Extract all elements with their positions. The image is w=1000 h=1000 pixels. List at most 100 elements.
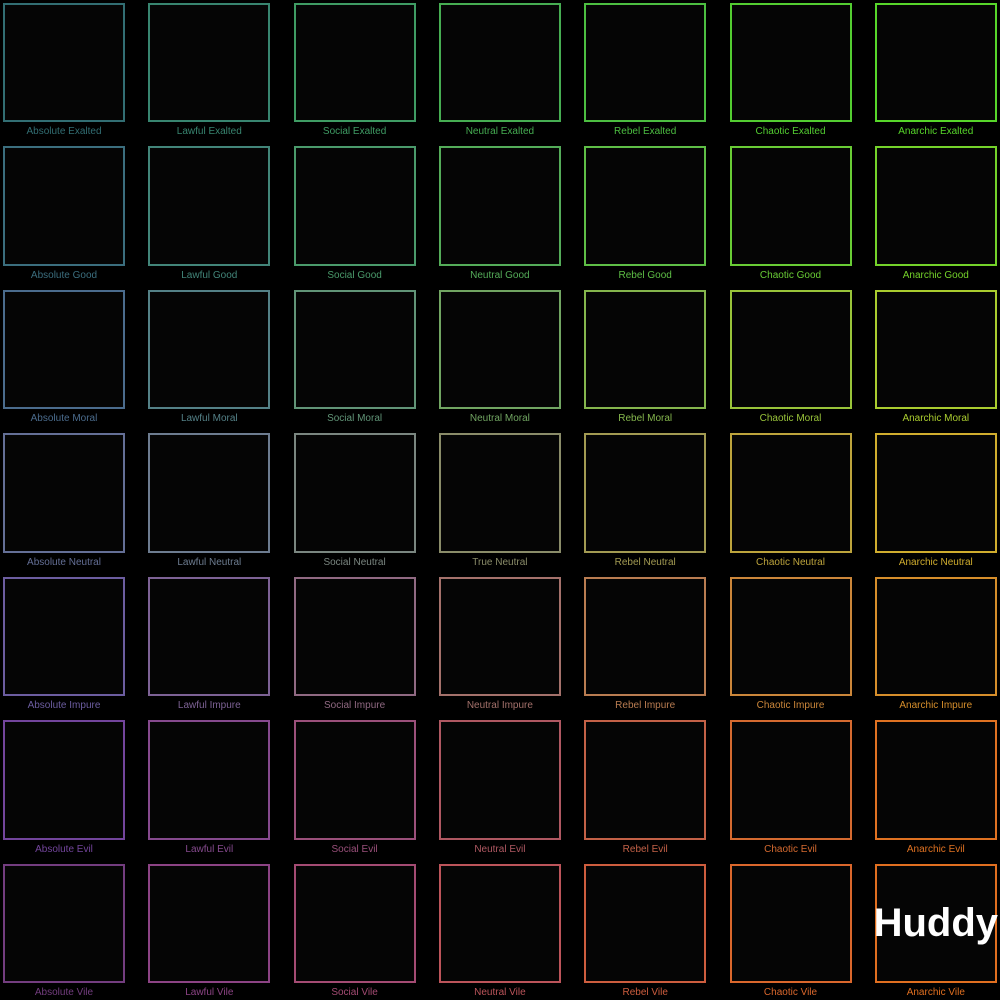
- alignment-box: [148, 576, 271, 697]
- alignment-cell-label: Anarchic Vile: [906, 987, 965, 999]
- alignment-cell-chaotic-vile: Chaotic Vile: [729, 863, 852, 1000]
- alignment-cell-label: Absolute Vile: [34, 987, 94, 999]
- alignment-cell-lawful-evil: Lawful Evil: [148, 720, 271, 864]
- alignment-box: [584, 2, 707, 122]
- alignment-box: [148, 2, 271, 122]
- alignment-cell-chaotic-evil: Chaotic Evil: [729, 720, 852, 864]
- alignment-cell-rebel-good: Rebel Good: [584, 146, 707, 290]
- alignment-cell-label: True Neutral: [472, 556, 528, 568]
- alignment-cell-social-exalted: Social Exalted: [293, 2, 416, 147]
- alignment-cell-absolute-good: Absolute Good: [3, 146, 125, 290]
- alignment-cell-social-good: Social Good: [293, 146, 416, 290]
- alignment-cell-true-neutral: True Neutral: [438, 433, 561, 577]
- alignment-box: [293, 863, 416, 984]
- alignment-box: [584, 863, 707, 984]
- alignment-cell-label: Absolute Moral: [30, 413, 98, 425]
- alignment-cell-label: Rebel Impure: [615, 700, 676, 712]
- alignment-cell-label: Rebel Exalted: [614, 126, 677, 137]
- alignment-box: [3, 289, 125, 410]
- alignment-cell-label: Rebel Neutral: [614, 556, 676, 568]
- alignment-cell-lawful-moral: Lawful Moral: [148, 289, 271, 434]
- alignment-box: [438, 433, 561, 553]
- alignment-box: [438, 146, 561, 266]
- alignment-box: [729, 576, 852, 697]
- alignment-cell-neutral-exalted: Neutral Exalted: [438, 2, 561, 147]
- alignment-cell-label: Anarchic Evil: [906, 843, 965, 855]
- alignment-box: [874, 433, 997, 553]
- alignment-cell-label: Social Exalted: [322, 126, 387, 137]
- alignment-cell-neutral-good: Neutral Good: [438, 146, 561, 290]
- alignment-cell-label: Anarchic Moral: [902, 413, 970, 425]
- alignment-cell-chaotic-moral: Chaotic Moral: [729, 289, 852, 434]
- alignment-box: [584, 576, 707, 697]
- alignment-box: [148, 289, 271, 410]
- alignment-cell-label: Neutral Exalted: [465, 126, 535, 137]
- alignment-cell-chaotic-good: Chaotic Good: [729, 146, 852, 290]
- alignment-cell-social-vile: Social Vile: [293, 863, 416, 1000]
- alignment-box: [148, 720, 271, 840]
- alignment-cell-label: Chaotic Moral: [759, 413, 822, 425]
- alignment-cell-label: Social Neutral: [323, 556, 386, 568]
- alignment-cell-label: Rebel Moral: [618, 413, 673, 425]
- alignment-box: [584, 720, 707, 840]
- alignment-cell-label: Lawful Impure: [177, 700, 241, 712]
- alignment-cell-label: Social Vile: [331, 987, 378, 999]
- alignment-cell-label: Chaotic Good: [759, 269, 822, 281]
- alignment-box: [438, 863, 561, 984]
- alignment-box: [438, 289, 561, 410]
- alignment-cell-label: Rebel Vile: [622, 987, 668, 999]
- alignment-box: [874, 289, 997, 410]
- watermark-text: Huddy: [873, 901, 999, 946]
- alignment-box: [874, 146, 997, 266]
- alignment-cell-social-evil: Social Evil: [293, 720, 416, 864]
- alignment-box: [584, 433, 707, 553]
- alignment-cell-label: Absolute Evil: [35, 843, 93, 855]
- alignment-box: [438, 2, 561, 122]
- alignment-cell-label: Lawful Evil: [185, 843, 234, 855]
- alignment-cell-rebel-vile: Rebel Vile: [584, 863, 707, 1000]
- alignment-cell-rebel-moral: Rebel Moral: [584, 289, 707, 434]
- alignment-box: [438, 720, 561, 840]
- alignment-box: [874, 720, 997, 840]
- alignment-box: [874, 576, 997, 697]
- alignment-cell-neutral-evil: Neutral Evil: [438, 720, 561, 864]
- alignment-box: [3, 576, 125, 697]
- alignment-cell-neutral-vile: Neutral Vile: [438, 863, 561, 1000]
- alignment-box: [293, 146, 416, 266]
- alignment-cell-label: Absolute Exalted: [26, 126, 102, 137]
- alignment-cell-anarchic-exalted: Anarchic Exalted: [874, 2, 997, 147]
- alignment-cell-label: Social Moral: [327, 413, 383, 425]
- alignment-box: [729, 433, 852, 553]
- alignment-cell-anarchic-impure: Anarchic Impure: [874, 576, 997, 721]
- alignment-cell-social-neutral: Social Neutral: [293, 433, 416, 577]
- alignment-box: [3, 146, 125, 266]
- alignment-cell-label: Rebel Evil: [622, 843, 668, 855]
- alignment-cell-label: Neutral Evil: [474, 843, 526, 855]
- alignment-cell-absolute-moral: Absolute Moral: [3, 289, 125, 434]
- alignment-box: [3, 720, 125, 840]
- alignment-cell-anarchic-neutral: Anarchic Neutral: [874, 433, 997, 577]
- alignment-cell-label: Anarchic Good: [902, 269, 969, 281]
- alignment-cell-neutral-impure: Neutral Impure: [438, 576, 561, 721]
- alignment-cell-label: Lawful Moral: [180, 413, 238, 425]
- alignment-cell-anarchic-good: Anarchic Good: [874, 146, 997, 290]
- alignment-cell-label: Chaotic Impure: [756, 700, 825, 712]
- alignment-cell-absolute-neutral: Absolute Neutral: [3, 433, 125, 577]
- alignment-box: [148, 433, 271, 553]
- alignment-cell-label: Neutral Good: [470, 269, 530, 281]
- alignment-box: [729, 720, 852, 840]
- alignment-cell-neutral-moral: Neutral Moral: [438, 289, 561, 434]
- alignment-box: [3, 2, 125, 122]
- alignment-cell-label: Social Evil: [331, 843, 378, 855]
- alignment-box: [3, 863, 125, 984]
- alignment-cell-label: Neutral Vile: [474, 987, 526, 999]
- alignment-cell-label: Lawful Exalted: [176, 126, 242, 137]
- alignment-cell-label: Lawful Good: [181, 269, 238, 281]
- alignment-cell-label: Absolute Good: [30, 269, 98, 281]
- alignment-cell-label: Absolute Neutral: [27, 556, 101, 568]
- alignment-cell-label: Rebel Good: [618, 269, 672, 281]
- alignment-cell-label: Social Good: [327, 269, 382, 281]
- alignment-box: [729, 2, 852, 122]
- alignment-cell-label: Anarchic Neutral: [898, 556, 973, 568]
- alignment-cell-label: Anarchic Impure: [899, 700, 973, 712]
